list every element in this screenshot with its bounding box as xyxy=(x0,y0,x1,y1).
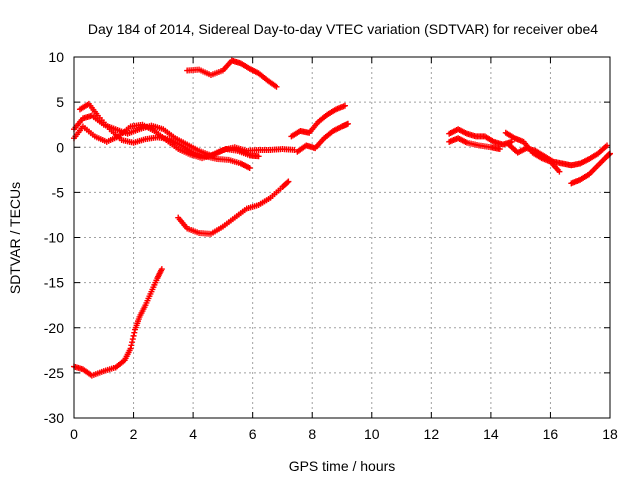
data-point xyxy=(341,102,348,109)
data-point xyxy=(158,266,165,273)
series-track-4 xyxy=(184,57,280,90)
data-point xyxy=(508,138,515,145)
y-axis-label: SDTVAR / TECUs xyxy=(7,182,23,294)
y-tick-label: -5 xyxy=(52,184,65,200)
x-tick-label: 18 xyxy=(602,426,618,442)
series-track-7 xyxy=(288,102,348,140)
y-tick-label: 0 xyxy=(56,139,64,155)
series-track-12 xyxy=(505,141,611,169)
data-point xyxy=(273,83,280,90)
series-track-8 xyxy=(294,120,351,155)
data-point xyxy=(129,336,136,343)
grid xyxy=(73,56,611,419)
series-track-2 xyxy=(71,121,262,162)
series-track-13 xyxy=(568,150,613,187)
data-point xyxy=(130,332,137,339)
y-tick-label: 10 xyxy=(48,49,64,65)
data-point xyxy=(127,345,134,352)
data-point xyxy=(128,342,135,349)
x-tick-label: 12 xyxy=(424,426,440,442)
x-tick-label: 14 xyxy=(483,426,499,442)
y-tick-label: -30 xyxy=(44,410,64,426)
x-tick-label: 16 xyxy=(543,426,559,442)
y-tick-label: -15 xyxy=(44,275,64,291)
data-point xyxy=(344,120,351,127)
x-tick-label: 6 xyxy=(249,426,257,442)
data-point xyxy=(246,165,253,172)
y-tick-label: -10 xyxy=(44,230,64,246)
y-tick-label: -25 xyxy=(44,365,64,381)
series-track-5 xyxy=(71,266,165,379)
x-tick-label: 4 xyxy=(189,426,197,442)
data-point xyxy=(284,179,291,186)
y-tick-label: 5 xyxy=(56,94,64,110)
data-point xyxy=(131,329,138,336)
chart-title: Day 184 of 2014, Sidereal Day-to-day VTE… xyxy=(88,21,598,37)
data-point xyxy=(496,146,503,153)
x-tick-label: 10 xyxy=(364,426,380,442)
data-point xyxy=(255,153,262,160)
data-point xyxy=(556,168,563,175)
plot-frame xyxy=(73,56,611,419)
data-series xyxy=(71,57,613,379)
x-axis-label: GPS time / hours xyxy=(289,458,396,474)
x-tick-label: 8 xyxy=(308,426,316,442)
x-tick-label: 2 xyxy=(130,426,138,442)
tick-labels: 0 2 4 6 8 10 12 14 16 18 -30 -25 -20 -15 -10 -5 0 5 10 xyxy=(44,49,618,442)
series-track-6 xyxy=(175,178,292,237)
x-tick-label: 0 xyxy=(70,426,78,442)
series-track-3 xyxy=(76,100,253,172)
series-track-10 xyxy=(446,135,503,153)
data-point xyxy=(129,339,136,346)
y-tick-label: -20 xyxy=(44,320,64,336)
data-point xyxy=(604,142,611,149)
data-point xyxy=(285,178,292,185)
